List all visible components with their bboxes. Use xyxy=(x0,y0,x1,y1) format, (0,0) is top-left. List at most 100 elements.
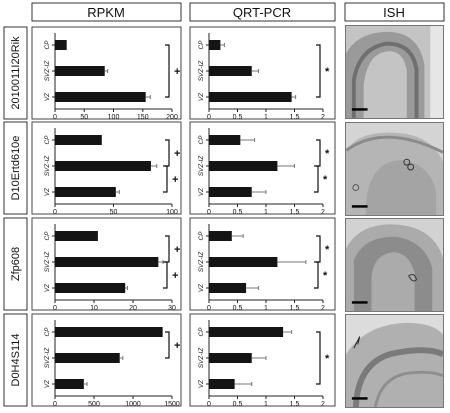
chart-zfp608-qrt-pcr-significance-bracket xyxy=(314,261,319,289)
chart-d10ertd610e-qrt-pcr-x-tick-label: 1 xyxy=(264,209,268,216)
chart-d0h4s114-rpkm-bar-svz-iz xyxy=(55,353,120,363)
gene-label-d10ertd610e: D10Ertd610e xyxy=(10,136,22,201)
chart-d0h4s114-qrt-pcr-significance-bracket xyxy=(316,331,321,385)
gene-label-box-d10ertd610e xyxy=(3,121,28,215)
chart-2010011i20rik-rpkm-bar-svz-iz xyxy=(55,66,105,76)
chart-zfp608-rpkm-category-label: SVZ-IZ xyxy=(44,251,51,273)
chart-2010011i20rik-rpkm-category-label: SVZ-IZ xyxy=(44,60,51,82)
chart-d10ertd610e-qrt-pcr-category-label: CP xyxy=(198,135,205,145)
qrtpcr-header: QRT-PCR xyxy=(233,5,291,20)
chart-d0h4s114-qrt-pcr-significance-marker: * xyxy=(325,353,330,365)
chart-2010011i20rik-qrt-pcr: 0 0.5 1 1.5 2 CP SVZ-IZ VZ * xyxy=(189,26,336,121)
chart-d0h4s114-rpkm-category-label: VZ xyxy=(44,379,51,388)
chart-zfp608-rpkm-x-tick-label: 10 xyxy=(90,305,98,312)
chart-2010011i20rik-rpkm-significance-marker: + xyxy=(174,66,180,78)
chart-zfp608-rpkm-significance-bracket xyxy=(163,261,168,289)
chart-d10ertd610e-qrt-pcr-bar-vz xyxy=(209,187,252,197)
chart-d0h4s114-qrt-pcr-category-label: CP xyxy=(198,327,205,337)
chart-d0h4s114-qrt-pcr-x-tick-label: 1 xyxy=(264,401,268,408)
chart-d10ertd610e-qrt-pcr-significance-marker: * xyxy=(323,174,328,186)
chart-zfp608-qrt-pcr-significance-marker: * xyxy=(325,244,330,256)
chart-2010011i20rik-rpkm-x-tick-label: 200 xyxy=(166,114,178,121)
chart-zfp608-rpkm-bar-vz xyxy=(55,283,126,293)
chart-2010011i20rik-qrt-pcr-x-tick-label: 1.5 xyxy=(290,114,300,121)
chart-zfp608-qrt-pcr-x-tick-label: 2 xyxy=(321,305,325,312)
chart-zfp608-rpkm-category-label: CP xyxy=(44,231,51,241)
chart-zfp608-qrt-pcr-x-tick-label: 0 xyxy=(207,305,211,312)
chart-d10ertd610e-qrt-pcr-x-tick-label: 1.5 xyxy=(290,209,300,216)
chart-2010011i20rik-rpkm-x-tick-label: 150 xyxy=(137,114,149,121)
gene-label-zfp608: Zfp608 xyxy=(10,247,22,281)
chart-zfp608-qrt-pcr-category-label: SVZ-IZ xyxy=(198,251,205,273)
chart-zfp608-rpkm-x-tick-label: 0 xyxy=(53,305,57,312)
chart-d10ertd610e-qrt-pcr-category-label: SVZ-IZ xyxy=(198,155,205,177)
chart-zfp608-qrt-pcr-x-tick-label: 0.5 xyxy=(233,305,243,312)
chart-2010011i20rik-rpkm: 0 50 100 150 200 CP SVZ-IZ VZ + xyxy=(31,26,182,121)
chart-zfp608-qrt-pcr-x-tick-label: 1.5 xyxy=(290,305,300,312)
chart-d0h4s114-rpkm-significance-marker: + xyxy=(174,340,180,352)
chart-d0h4s114-rpkm-category-label: CP xyxy=(44,327,51,337)
chart-d10ertd610e-qrt-pcr: 0 0.5 1 1.5 2 CP SVZ-IZ VZ * * xyxy=(189,121,336,216)
chart-zfp608-qrt-pcr-bar-vz xyxy=(209,283,247,293)
chart-2010011i20rik-qrt-pcr-bar-svz-iz xyxy=(209,66,252,76)
chart-d10ertd610e-qrt-pcr-significance-bracket xyxy=(314,165,319,193)
chart-d10ertd610e-rpkm-significance-marker: + xyxy=(172,174,178,186)
chart-d0h4s114-qrt-pcr-category-label: SVZ-IZ xyxy=(198,347,205,369)
ish-image-zfp608 xyxy=(345,218,444,312)
chart-zfp608-rpkm-significance-marker: + xyxy=(174,244,180,256)
chart-d10ertd610e-rpkm-x-tick-label: 50 xyxy=(110,209,118,216)
rpkm-header: RPKM xyxy=(87,5,125,20)
qrtpcr-header-box xyxy=(189,2,336,22)
chart-2010011i20rik-qrt-pcr-x-tick-label: 0.5 xyxy=(233,114,243,121)
chart-2010011i20rik-qrt-pcr-x-tick-label: 1 xyxy=(264,114,268,121)
gene-label-box-d0h4s114 xyxy=(3,313,28,407)
chart-d10ertd610e-qrt-pcr-bar-cp xyxy=(209,135,241,145)
chart-d0h4s114-qrt-pcr-category-label: VZ xyxy=(198,379,205,388)
chart-d10ertd610e-rpkm-bar-vz xyxy=(55,187,116,197)
ish-image-d10ertd610e xyxy=(345,122,444,216)
chart-d0h4s114-rpkm-bar-vz xyxy=(55,379,84,389)
chart-d0h4s114-rpkm-x-tick-label: 1000 xyxy=(125,401,141,408)
ish-header-box xyxy=(344,2,445,22)
chart-d10ertd610e-qrt-pcr-significance-marker: * xyxy=(325,148,330,160)
chart-d10ertd610e-rpkm-significance-bracket xyxy=(163,165,168,193)
ish-header: ISH xyxy=(383,5,405,20)
chart-d10ertd610e-rpkm-category-label: SVZ-IZ xyxy=(44,155,51,177)
chart-zfp608-qrt-pcr-x-tick-label: 1 xyxy=(264,305,268,312)
chart-2010011i20rik-qrt-pcr-bar-vz xyxy=(209,92,292,102)
chart-d0h4s114-rpkm-significance-bracket xyxy=(165,331,170,359)
chart-zfp608-qrt-pcr-significance-marker: * xyxy=(323,270,328,282)
chart-2010011i20rik-rpkm-x-tick-label: 0 xyxy=(53,114,57,121)
chart-zfp608-rpkm-x-tick-label: 30 xyxy=(168,305,176,312)
chart-d0h4s114-rpkm-category-label: SVZ-IZ xyxy=(44,347,51,369)
chart-d10ertd610e-rpkm-category-label: CP xyxy=(44,135,51,145)
chart-2010011i20rik-rpkm-x-tick-label: 50 xyxy=(80,114,88,121)
chart-zfp608-rpkm-bar-svz-iz xyxy=(55,257,159,267)
chart-2010011i20rik-qrt-pcr-significance-bracket xyxy=(316,44,321,98)
chart-d10ertd610e-qrt-pcr-x-tick-label: 0 xyxy=(207,209,211,216)
chart-d10ertd610e-rpkm-bar-cp xyxy=(55,135,102,145)
gene-label-box-zfp608 xyxy=(3,217,28,311)
chart-2010011i20rik-rpkm-bar-vz xyxy=(55,92,146,102)
gene-label-2010011i20rik: 2010011I20Rik xyxy=(10,36,22,110)
gene-label-d0h4s114: D0H4S114 xyxy=(10,334,22,387)
chart-d0h4s114-qrt-pcr-x-tick-label: 2 xyxy=(321,401,325,408)
chart-2010011i20rik-qrt-pcr-category-label: SVZ-IZ xyxy=(198,60,205,82)
chart-d10ertd610e-qrt-pcr-x-tick-label: 0.5 xyxy=(233,209,243,216)
chart-d10ertd610e-rpkm-category-label: VZ xyxy=(44,187,51,196)
chart-d0h4s114-qrt-pcr-bar-vz xyxy=(209,379,235,389)
chart-d0h4s114-qrt-pcr-x-tick-label: 0 xyxy=(207,401,211,408)
chart-d10ertd610e-rpkm-bar-svz-iz xyxy=(55,161,151,171)
chart-2010011i20rik-rpkm-significance-bracket xyxy=(165,44,170,98)
chart-zfp608-qrt-pcr: 0 0.5 1 1.5 2 CP SVZ-IZ VZ * * xyxy=(189,217,336,312)
chart-d0h4s114-qrt-pcr-bar-svz-iz xyxy=(209,353,252,363)
chart-zfp608-qrt-pcr-category-label: CP xyxy=(198,231,205,241)
chart-zfp608-qrt-pcr-bar-svz-iz xyxy=(209,257,278,267)
chart-2010011i20rik-qrt-pcr-bar-cp xyxy=(209,40,221,50)
chart-d0h4s114-rpkm: 0 500 1000 1500 CP SVZ-IZ VZ + xyxy=(31,313,182,408)
rpkm-header-box xyxy=(31,2,182,22)
chart-2010011i20rik-qrt-pcr-x-tick-label: 2 xyxy=(321,114,325,121)
chart-2010011i20rik-rpkm-category-label: VZ xyxy=(44,92,51,101)
chart-d10ertd610e-qrt-pcr-bar-svz-iz xyxy=(209,161,278,171)
